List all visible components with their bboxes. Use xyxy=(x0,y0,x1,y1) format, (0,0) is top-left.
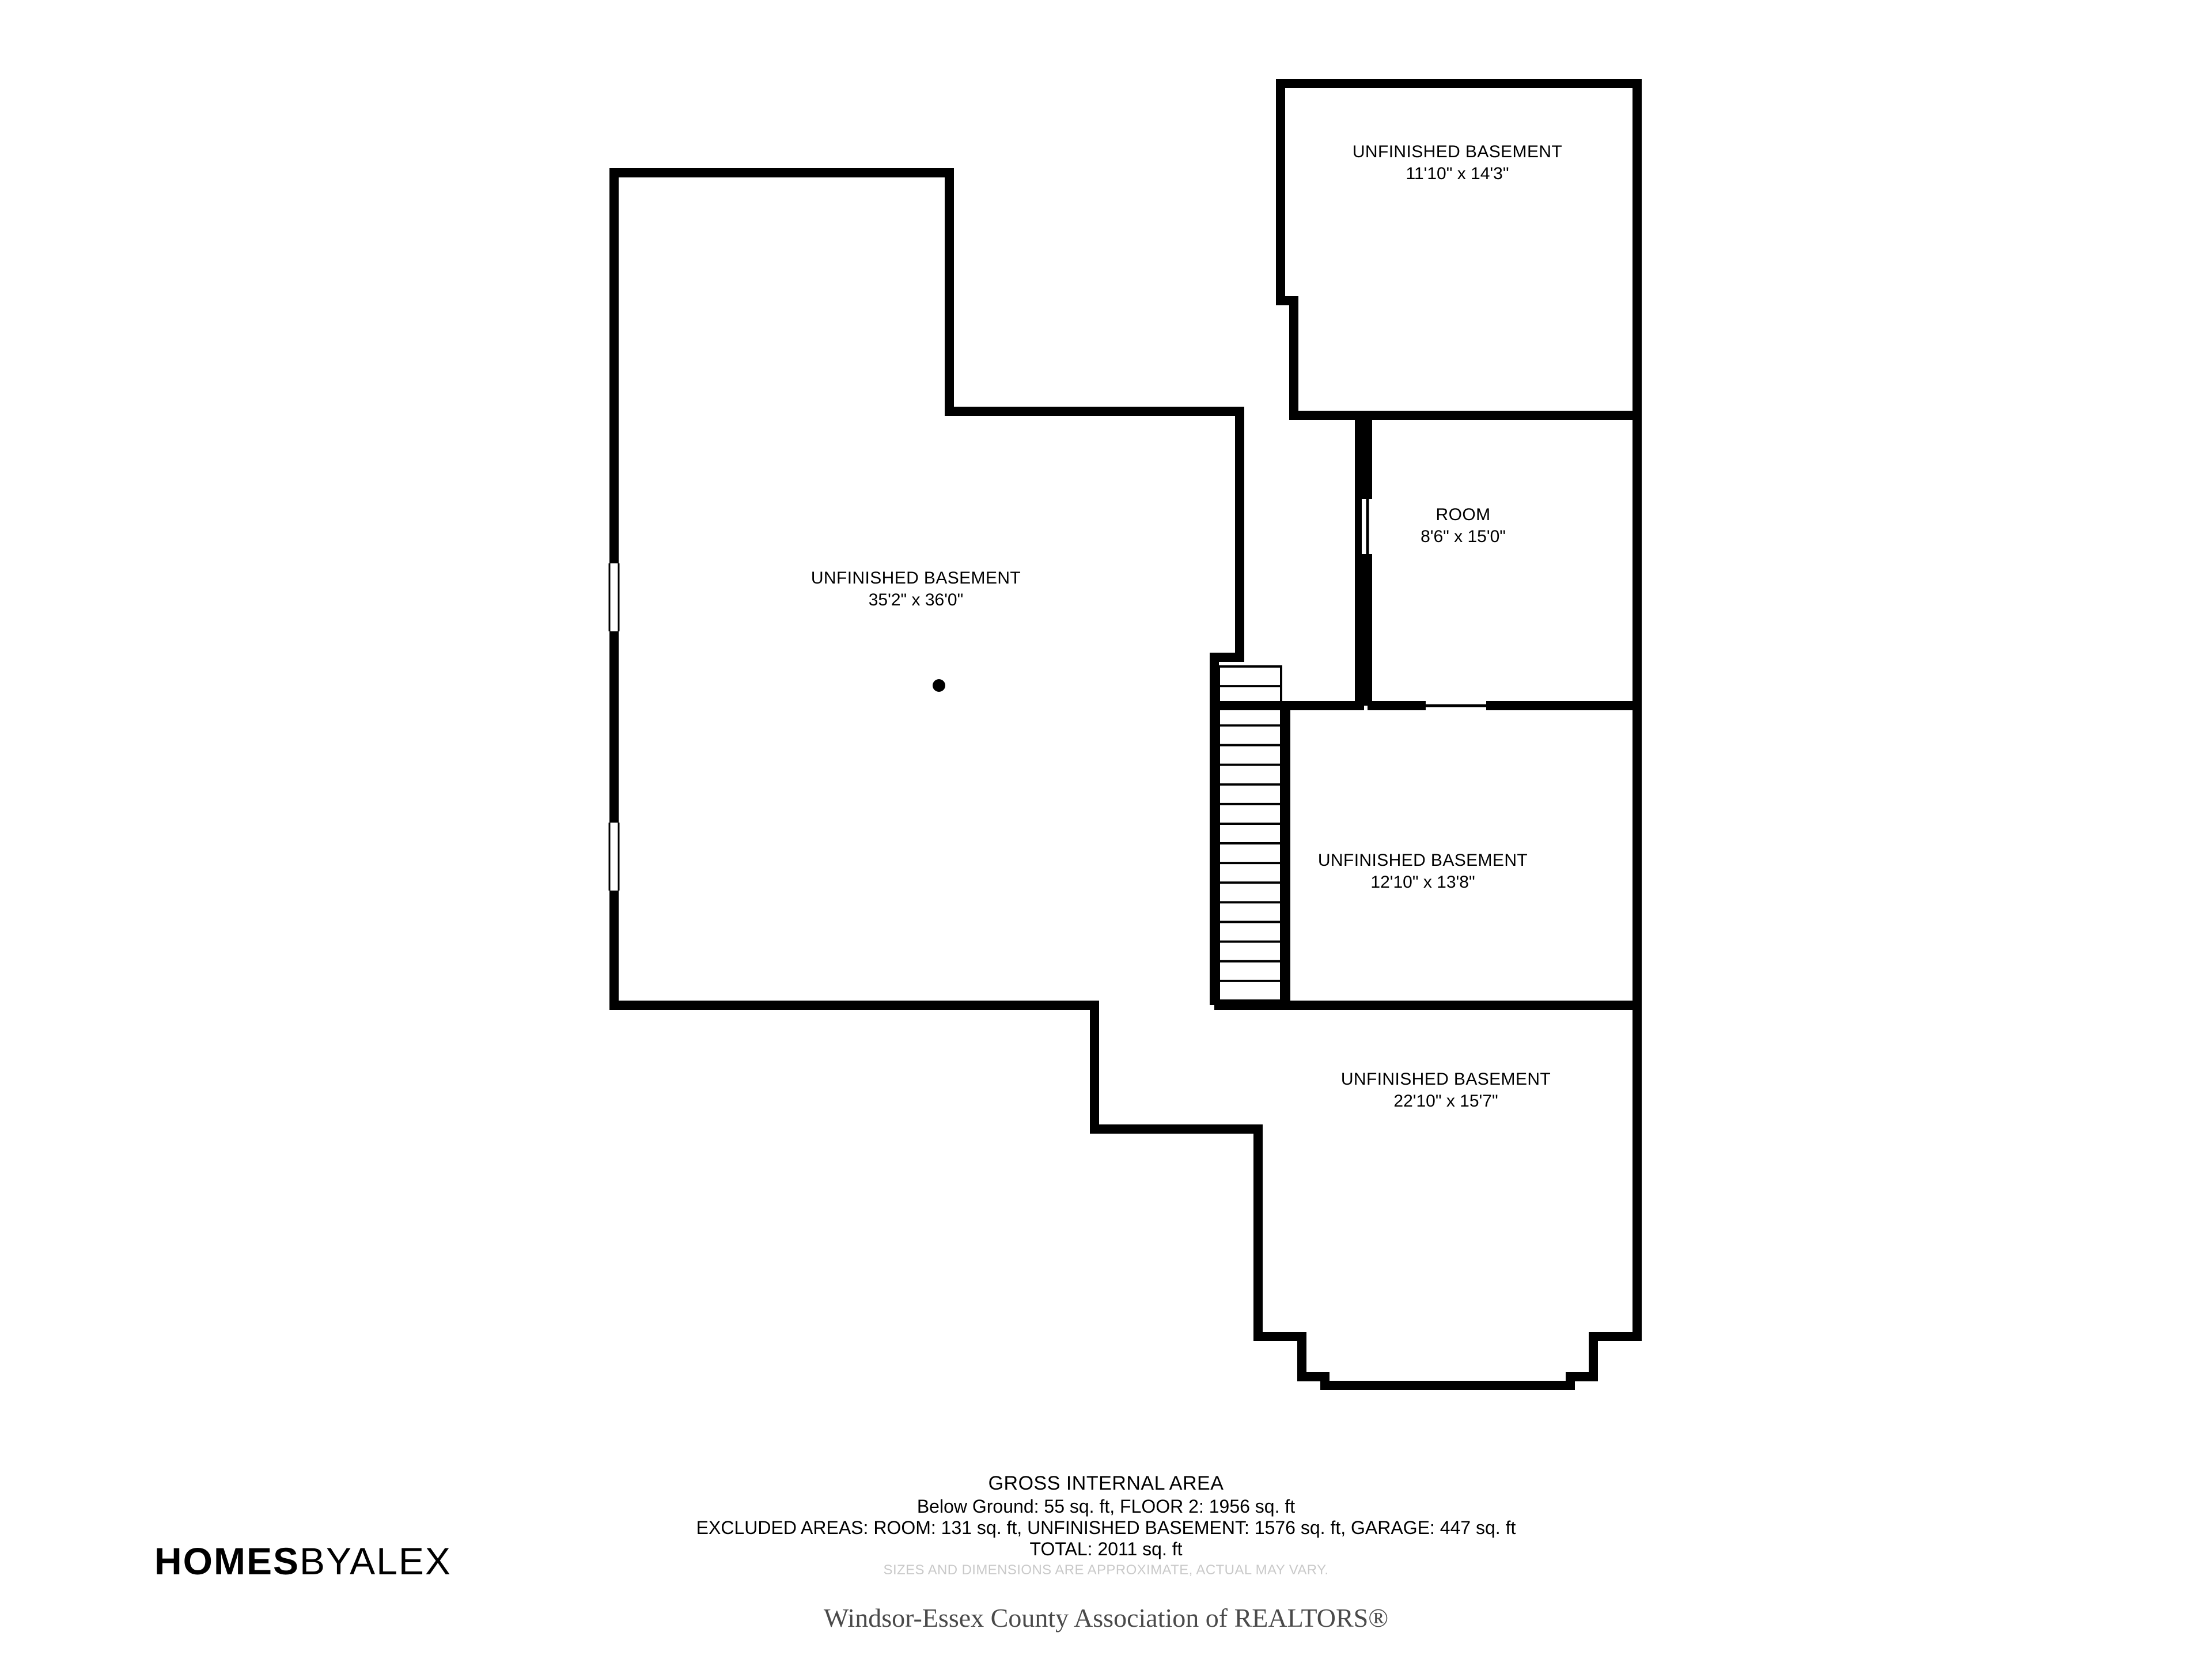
center-dot-icon xyxy=(933,679,945,692)
floorplan-svg xyxy=(0,0,2212,1659)
room-name: ROOM xyxy=(1319,504,1607,526)
room-label: UNFINISHED BASEMENT11'10" x 14'3" xyxy=(1313,141,1601,184)
room-label: UNFINISHED BASEMENT35'2" x 36'0" xyxy=(772,567,1060,611)
room-dimensions: 22'10" x 15'7" xyxy=(1302,1090,1590,1112)
footer-title: GROSS INTERNAL AREA xyxy=(0,1472,2212,1495)
room-dimensions: 12'10" x 13'8" xyxy=(1279,872,1567,893)
room-name: UNFINISHED BASEMENT xyxy=(772,567,1060,589)
room-label: UNFINISHED BASEMENT12'10" x 13'8" xyxy=(1279,850,1567,893)
room-label: UNFINISHED BASEMENT22'10" x 15'7" xyxy=(1302,1069,1590,1112)
room-name: UNFINISHED BASEMENT xyxy=(1313,141,1601,163)
room-label: ROOM8'6" x 15'0" xyxy=(1319,504,1607,547)
footer-line2: EXCLUDED AREAS: ROOM: 131 sq. ft, UNFINI… xyxy=(0,1517,2212,1539)
logo-bold: HOMES xyxy=(154,1540,300,1582)
room-dimensions: 11'10" x 14'3" xyxy=(1313,163,1601,185)
room-name: UNFINISHED BASEMENT xyxy=(1302,1069,1590,1090)
homes-by-alex-logo: HOMESBYALEX xyxy=(154,1539,452,1583)
room-dimensions: 35'2" x 36'0" xyxy=(772,589,1060,611)
association-text: Windsor-Essex County Association of REAL… xyxy=(0,1603,2212,1633)
logo-thin: BYALEX xyxy=(300,1540,452,1582)
room-dimensions: 8'6" x 15'0" xyxy=(1319,526,1607,548)
outer-walls xyxy=(614,84,1637,1385)
footer-line1: Below Ground: 55 sq. ft, FLOOR 2: 1956 s… xyxy=(0,1496,2212,1517)
floorplan-canvas: UNFINISHED BASEMENT11'10" x 14'3"ROOM8'6… xyxy=(0,0,2212,1659)
room-name: UNFINISHED BASEMENT xyxy=(1279,850,1567,872)
stairs-outline xyxy=(1219,666,1281,1001)
